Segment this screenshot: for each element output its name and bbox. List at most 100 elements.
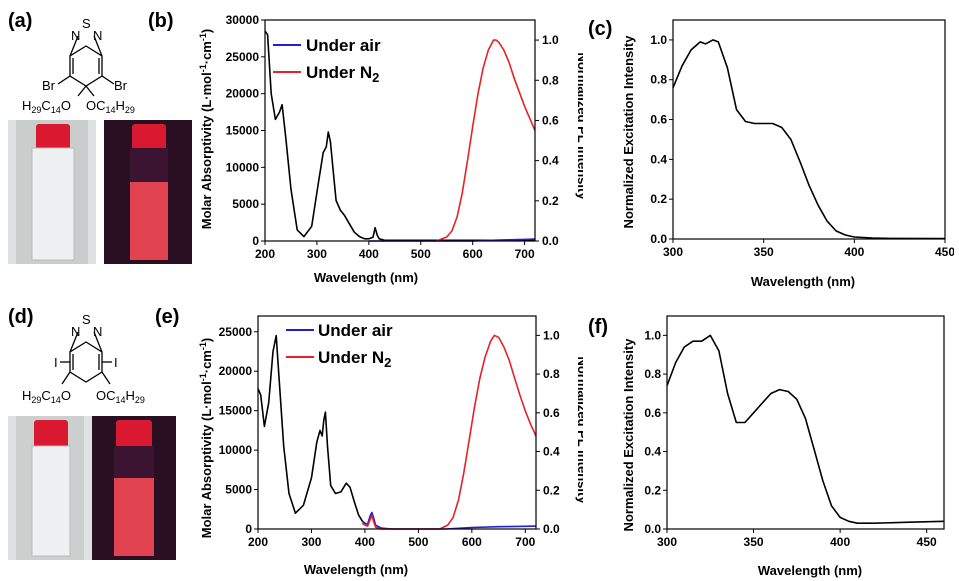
chart-c-ytick-label: 0.8 xyxy=(650,73,667,87)
chart-c-series-excitation xyxy=(672,39,946,240)
mol-d-atom-n2: N xyxy=(93,324,102,339)
chart-e-xtick-label: 400 xyxy=(355,535,375,549)
chart-e-xtick-label: 700 xyxy=(515,535,535,549)
chart-b-y2tick-label: 0.6 xyxy=(542,113,559,127)
chart-e-xtick-label: 200 xyxy=(248,535,268,549)
chart-c-xtick-label: 350 xyxy=(754,245,774,259)
chart-b-y2tick-label: 1.0 xyxy=(542,33,559,47)
chart-e-xlabel: Wavelength (nm) xyxy=(304,562,408,577)
chart-f-xtick-label: 350 xyxy=(744,535,764,549)
chart-b-xtick-label: 300 xyxy=(307,247,327,261)
chart-e-series-absorption xyxy=(257,334,366,525)
legend-label-air: Under air xyxy=(306,36,381,55)
chart-e-y2tick-label: 0.4 xyxy=(543,445,560,459)
vial-photo-daylight-a xyxy=(8,120,96,264)
chart-f-ytick-label: 0.4 xyxy=(644,445,661,459)
chart-e-ytick-label: 25000 xyxy=(219,325,253,339)
panel-label-a: (a) xyxy=(8,10,33,32)
chart-e-y2tick-label: 0.0 xyxy=(543,522,560,536)
chart-c-ytick-label: 0.2 xyxy=(650,192,667,206)
mol-a-atom-s: S xyxy=(82,16,91,31)
mol-d-atom-n1: N xyxy=(71,324,80,339)
chart-f-xtick-label: 300 xyxy=(657,535,677,549)
chart-c-ylabel: Normalized Excitation Intensity xyxy=(621,35,636,229)
svg-text:H29C14O: H29C14O xyxy=(22,98,71,115)
chart-c-xtick-label: 300 xyxy=(663,245,683,259)
mol-d-atom-s: S xyxy=(82,312,91,327)
chart-b-xtick-label: 200 xyxy=(255,247,275,261)
chart-b-ytick-label: 5000 xyxy=(232,197,259,211)
chart-c-ytick-label: 0.6 xyxy=(650,113,667,127)
chart-f-ytick-label: 0.6 xyxy=(644,406,661,420)
svg-text:OC14H29: OC14H29 xyxy=(96,388,145,405)
legend-label-n2-e: Under N2 xyxy=(318,348,391,370)
chart-b-xtick-label: 400 xyxy=(359,247,379,261)
chart-f-series-excitation xyxy=(666,334,945,524)
molecule-structure-a: N S N Br Br H29C14O OC14H29 xyxy=(22,16,135,115)
chart-b-y2tick-label: 0.0 xyxy=(542,234,559,248)
legend-label-n2: Under N2 xyxy=(306,63,379,85)
chart-f-xtick-label: 450 xyxy=(917,535,937,549)
vial-photo-uv-a xyxy=(104,120,192,264)
chart-b-ytick-label: 0 xyxy=(252,234,259,248)
chart-e-frame xyxy=(257,315,537,530)
chart-e-series-pl-n2 xyxy=(361,334,537,530)
mol-d-halogen-left: I xyxy=(54,355,58,370)
chart-b-xtick-label: 700 xyxy=(515,247,535,261)
chart-e-y2tick-label: 1.0 xyxy=(543,328,560,342)
panel-label-b: (b) xyxy=(148,10,174,32)
vial-photo-uv-d xyxy=(92,416,176,560)
mol-a-halogen-left: Br xyxy=(42,78,56,93)
chart-f-ytick-label: 1.0 xyxy=(644,328,661,342)
chart-b-y2tick-label: 0.8 xyxy=(542,73,559,87)
chart-f-frame xyxy=(666,315,945,530)
chart-b-ytick-label: 20000 xyxy=(226,87,260,101)
chart-e-ylabel: Molar Absorptivity (L·mol-1·cm-1) xyxy=(198,338,214,538)
chart-e-ytick-label: 15000 xyxy=(219,404,253,418)
svg-text:OC14H29: OC14H29 xyxy=(86,98,135,115)
chart-c-xtick-label: 400 xyxy=(844,245,864,259)
chart-c-ytick-label: 0.0 xyxy=(650,232,667,246)
chart-e-ytick-label: 0 xyxy=(245,522,252,536)
chart-b-y2tick-label: 0.4 xyxy=(542,154,559,168)
chart-b-xtick-label: 500 xyxy=(411,247,431,261)
chart-c-ytick-label: 0.4 xyxy=(650,152,667,166)
chart-b-y2label: Normalized PL Intensity xyxy=(575,52,583,200)
chart-f: Normalized Excitation Intensity Waveleng… xyxy=(621,315,945,578)
mol-a-atom-n2: N xyxy=(93,28,102,43)
chart-e-ytick-label: 20000 xyxy=(219,364,253,378)
chart-b-legend: Under air Under N2 xyxy=(273,36,381,85)
chart-c-xlabel: Wavelength (nm) xyxy=(751,274,855,289)
chart-b-ytick-label: 15000 xyxy=(226,124,260,138)
chart-c-ytick-label: 1.0 xyxy=(650,33,667,47)
chart-e-y2tick-label: 0.6 xyxy=(543,406,560,420)
chart-b-ytick-label: 25000 xyxy=(226,50,260,64)
chart-f-xlabel: Wavelength (nm) xyxy=(758,563,862,578)
panel-label-c: (c) xyxy=(588,18,613,40)
chart-b-xlabel: Wavelength (nm) xyxy=(314,270,418,285)
chart-e-y2tick-label: 0.2 xyxy=(543,483,560,497)
chart-c-xtick-label: 450 xyxy=(935,245,954,259)
vial-photo-daylight-d xyxy=(8,416,92,560)
chart-c: Normalized Excitation Intensity Waveleng… xyxy=(621,19,954,289)
chart-e-xtick-label: 500 xyxy=(408,535,428,549)
chart-e-legend: Under air Under N2 xyxy=(286,321,393,370)
chart-f-ylabel: Normalized Excitation Intensity xyxy=(621,338,636,532)
chart-e-xtick-label: 600 xyxy=(462,535,482,549)
panel-label-d: (d) xyxy=(8,306,34,328)
chart-e-ytick-label: 5000 xyxy=(225,483,252,497)
chart-e-xtick-label: 300 xyxy=(301,535,321,549)
panel-label-e: (e) xyxy=(155,306,180,328)
chart-e-series-pl-air xyxy=(361,511,537,530)
chart-e: Molar Absorptivity (L·mol-1·cm-1) Normal… xyxy=(198,315,583,577)
chart-f-xtick-label: 400 xyxy=(830,535,850,549)
chart-b-series-pl-n2 xyxy=(436,39,536,242)
chart-b: Molar Absorptivity (L·mol-1·cm-1) Normal… xyxy=(198,13,583,285)
chart-c-frame xyxy=(672,19,946,240)
chart-e-y2tick-label: 0.8 xyxy=(543,367,560,381)
mol-d-halogen-right: I xyxy=(114,355,118,370)
chart-b-ytick-label: 30000 xyxy=(226,13,260,27)
chart-f-ytick-label: 0.8 xyxy=(644,367,661,381)
mol-a-halogen-right: Br xyxy=(114,78,128,93)
chart-b-xtick-label: 600 xyxy=(463,247,483,261)
